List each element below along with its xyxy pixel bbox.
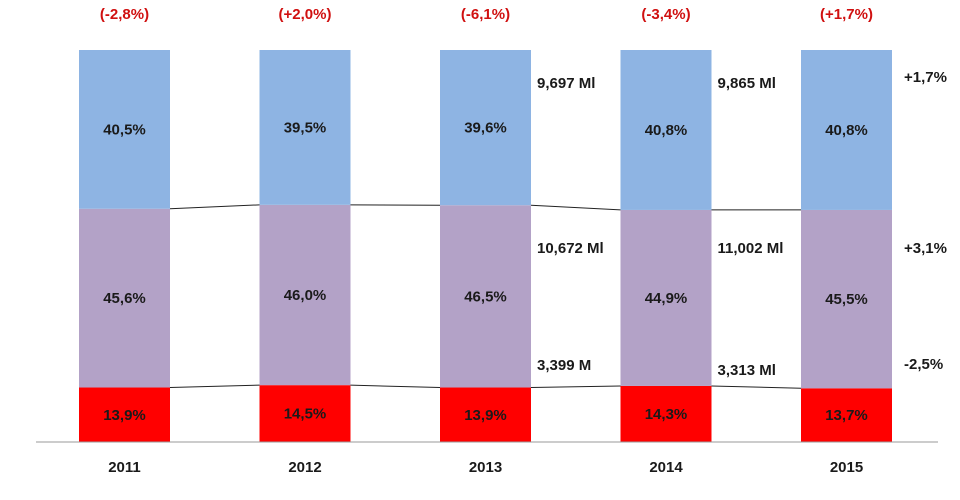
value-annotation-2: 3,399 M: [537, 357, 591, 374]
data-label-2015-s2: 40,8%: [825, 122, 868, 139]
data-label-2011-s0: 13,9%: [103, 407, 146, 424]
x-tick-2013: 2013: [469, 459, 502, 476]
bar-segment-2013-s1: [440, 205, 531, 388]
connector-line-s1-2: [530, 204, 621, 211]
data-label-2013-s2: 39,6%: [464, 120, 507, 137]
right-annotations: +1,7% +3,1% -2,5%: [904, 69, 947, 373]
right-annotation-0: +1,7%: [904, 69, 947, 86]
bar-segment-2011-s1: [79, 208, 170, 388]
bars: [79, 50, 892, 442]
bar-labels: 13,9% 45,6% 40,5% 14,5% 46,0% 39,5% 13,9% 46,5%…: [103, 119, 868, 424]
bar-segment-2014-s0: [620, 385, 712, 442]
data-label-2015-s0: 13,7%: [825, 407, 868, 424]
data-label-2015-s1: 45,5%: [825, 291, 868, 308]
series-connector-lines: [169, 204, 802, 389]
data-label-2014-s1: 44,9%: [645, 290, 688, 307]
data-label-2013-s0: 13,9%: [464, 407, 507, 424]
bar-segment-2012-s0: [259, 385, 351, 442]
bar-segment-2013-s2: [440, 50, 531, 206]
data-label-2013-s1: 46,5%: [464, 288, 507, 305]
connector-line-s1-0: [169, 204, 260, 210]
bar-segment-2015-s1: [801, 209, 892, 389]
value-annotation-4: 11,002 Ml: [718, 240, 784, 257]
value-annotation-0: 9,697 Ml: [537, 75, 595, 92]
bar-segment-2015-s2: [801, 50, 892, 210]
data-label-2011-s2: 40,5%: [103, 121, 146, 138]
growth-label-2012: (+2,0%): [279, 6, 332, 23]
connector-line-s0-2: [530, 385, 621, 389]
connector-line-s0-1: [350, 384, 441, 389]
value-annotations: 9,697 Ml 10,672 Ml 3,399 M 9,865 Ml 11,002 M…: [537, 75, 783, 379]
connector-line-s0-3: [711, 385, 802, 389]
growth-label-2011: (-2,8%): [100, 6, 149, 23]
bar-segment-2015-s0: [801, 388, 892, 442]
bar-segment-2012-s2: [259, 50, 351, 205]
data-label-2011-s1: 45,6%: [103, 290, 146, 307]
connector-line-s0-0: [169, 384, 260, 389]
bar-segment-2012-s1: [259, 204, 351, 386]
bar-segment-2013-s0: [440, 387, 531, 442]
data-label-2012-s0: 14,5%: [284, 406, 327, 423]
growth-label-2013: (-6,1%): [461, 6, 510, 23]
right-annotation-2: -2,5%: [904, 356, 943, 373]
growth-label-2014: (-3,4%): [641, 6, 690, 23]
bar-segment-2011-s0: [79, 387, 170, 442]
data-label-2012-s2: 39,5%: [284, 119, 327, 136]
data-label-2014-s0: 14,3%: [645, 406, 688, 423]
x-tick-2014: 2014: [649, 459, 683, 476]
value-annotation-5: 3,313 Ml: [718, 362, 776, 379]
growth-labels: (-2,8%) (+2,0%) (-6,1%) (-3,4%) (+1,7%): [100, 6, 873, 23]
x-tick-2012: 2012: [288, 459, 321, 476]
data-label-2014-s2: 40,8%: [645, 122, 688, 139]
x-axis-tick-labels: 2011 2012 2013 2014 2015: [108, 459, 863, 476]
x-tick-2011: 2011: [108, 459, 141, 476]
right-annotation-1: +3,1%: [904, 240, 947, 257]
x-tick-2015: 2015: [830, 459, 863, 476]
growth-label-2015: (+1,7%): [820, 6, 873, 23]
data-label-2012-s1: 46,0%: [284, 287, 327, 304]
bar-segment-2014-s1: [620, 209, 712, 386]
bar-segment-2011-s2: [79, 50, 170, 209]
value-annotation-3: 9,865 Ml: [718, 75, 776, 92]
bar-segment-2014-s2: [620, 50, 712, 210]
value-annotation-1: 10,672 Ml: [537, 240, 604, 257]
